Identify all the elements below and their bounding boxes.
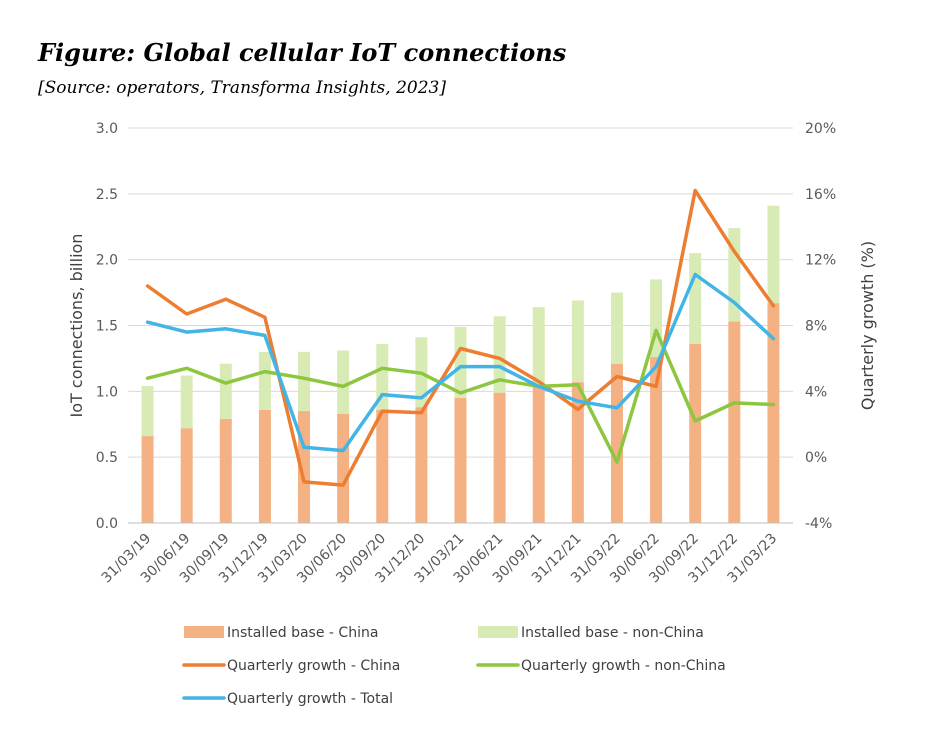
bar-china: [415, 407, 428, 523]
bar-non-china: [493, 316, 506, 393]
bar-china: [571, 382, 584, 523]
bar-china: [767, 303, 780, 523]
y2-tick-label: 20%: [805, 121, 836, 137]
legend-growth-china-label: Quarterly growth - China: [227, 658, 400, 674]
y-axis-title: IoT connections, billion: [67, 234, 86, 418]
bar-non-china: [298, 351, 311, 412]
bar-china: [454, 397, 467, 523]
y-tick-label: 0.0: [96, 516, 118, 532]
legend-installed-china-label: Installed base - China: [227, 625, 378, 641]
y2-axis-title: Quarterly growth (%): [858, 241, 877, 410]
bar-non-china: [337, 350, 350, 414]
bar-non-china: [219, 363, 232, 419]
growth-lines: [145, 188, 776, 487]
bar-china: [728, 321, 741, 523]
y-tick-label: 2.5: [96, 187, 118, 203]
legend-installed-non-china-label: Installed base - non-China: [521, 625, 704, 641]
y2-tick-label: 16%: [805, 187, 836, 203]
legend: Installed base - China Installed base - n…: [182, 625, 726, 707]
bar-china: [219, 418, 232, 523]
y2-tick-label: 8%: [805, 319, 827, 335]
bar-china: [689, 343, 702, 523]
line-growth-total: [145, 272, 776, 453]
bar-non-china: [532, 307, 545, 387]
legend-installed-china-swatch: [184, 626, 224, 638]
y-tick-label: 1.5: [96, 319, 118, 335]
y-tick-label: 1.0: [96, 384, 118, 400]
bar-china: [180, 428, 193, 523]
line-growth-non-china: [145, 328, 776, 464]
y2-tick-label: 12%: [805, 253, 836, 269]
bar-non-china: [767, 205, 780, 304]
bar-china: [141, 436, 154, 523]
bar-non-china: [141, 386, 154, 437]
bar-non-china: [689, 253, 702, 344]
bar-non-china: [571, 300, 584, 383]
bar-china: [376, 409, 389, 523]
bar-non-china: [180, 375, 193, 429]
line-growth-china: [145, 188, 776, 487]
legend-installed-non-china-swatch: [478, 626, 518, 638]
bar-china: [493, 392, 506, 523]
y-tick-label: 3.0: [96, 121, 118, 137]
figure-title: Figure: Global cellular IoT connections: [38, 38, 567, 67]
bar-china: [258, 409, 271, 523]
legend-growth-non-china-label: Quarterly growth - non-China: [521, 658, 726, 674]
y2-tick-label: 0%: [805, 450, 827, 466]
bar-china: [337, 413, 350, 523]
y-tick-label: 2.0: [96, 253, 118, 269]
bar-china: [650, 357, 663, 523]
bar-china: [532, 386, 545, 523]
figure-subtitle: [Source: operators, Transforma Insights,…: [38, 78, 446, 98]
legend-growth-total-label: Quarterly growth - Total: [227, 691, 393, 707]
bar-non-china: [610, 292, 623, 364]
bar-non-china: [454, 326, 467, 398]
y-tick-label: 0.5: [96, 450, 118, 466]
y2-tick-label: 4%: [805, 384, 827, 400]
bar-non-china: [728, 228, 741, 322]
y2-tick-label: -4%: [805, 516, 832, 532]
bar-non-china: [258, 351, 271, 410]
